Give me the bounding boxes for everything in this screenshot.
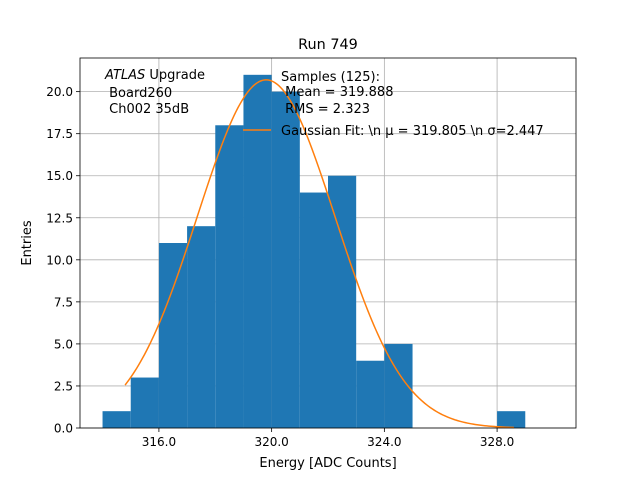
histogram-bar — [299, 192, 328, 428]
histogram-bar — [215, 125, 244, 428]
histogram-bar — [130, 377, 159, 428]
x-tick-label: 328.0 — [480, 435, 514, 449]
annotation-channel: Ch002 35dB — [105, 102, 189, 117]
y-tick-label: 2.5 — [54, 379, 73, 393]
histogram-bar — [158, 243, 188, 428]
histogram-bar — [356, 360, 385, 428]
gaussian-fit — [124, 79, 515, 429]
histogram-bars — [102, 74, 526, 429]
histogram-bar — [243, 74, 272, 429]
legend-fit-label: Gaussian Fit: \n μ = 319.805 \n σ=2.447 — [281, 124, 544, 139]
annotation-upgrade: Upgrade — [145, 68, 205, 83]
x-tick-label: 316.0 — [142, 435, 176, 449]
annotation-atlas: ATLAS — [104, 68, 145, 83]
y-tick-label: 15.0 — [46, 169, 73, 183]
y-tick-label: 10.0 — [46, 253, 73, 267]
atlas-annotation: ATLAS Upgrade Board260 Ch002 35dB — [104, 68, 205, 117]
svg-text:ATLAS Upgrade: ATLAS Upgrade — [104, 68, 205, 83]
x-axis-label: Energy [ADC Counts] — [259, 456, 396, 471]
y-tick-label: 7.5 — [54, 295, 73, 309]
y-tick-label: 17.5 — [46, 127, 73, 141]
x-tick-label: 320.0 — [254, 435, 288, 449]
y-axis-label: Entries — [20, 220, 35, 266]
legend: Samples (125): Mean = 319.888 RMS = 2.32… — [243, 70, 544, 139]
y-axis-ticks: 0.0 2.5 5.0 7.5 10.0 12.5 15.0 17.5 20.0 — [46, 85, 80, 436]
plot-frame — [79, 57, 577, 429]
gaussian-fit-curve — [124, 79, 515, 429]
annotation-board: Board260 — [105, 86, 172, 101]
y-tick-label: 5.0 — [54, 337, 73, 351]
y-tick-label: 12.5 — [46, 211, 73, 225]
legend-mean: Mean = 319.888 — [281, 85, 393, 100]
histogram-bar — [328, 175, 357, 428]
y-tick-label: 20.0 — [46, 85, 73, 99]
chart-title: Run 749 — [298, 37, 358, 53]
histogram-bar — [271, 91, 300, 429]
y-tick-label: 0.0 — [54, 422, 73, 436]
histogram-bar — [497, 411, 526, 428]
legend-samples: Samples (125): — [281, 70, 380, 85]
x-tick-label: 324.0 — [367, 435, 401, 449]
histogram-bar — [187, 226, 216, 428]
histogram-bar — [102, 411, 131, 428]
legend-rms: RMS = 2.323 — [281, 102, 370, 117]
x-axis-ticks: 316.0 320.0 324.0 328.0 — [142, 428, 514, 449]
